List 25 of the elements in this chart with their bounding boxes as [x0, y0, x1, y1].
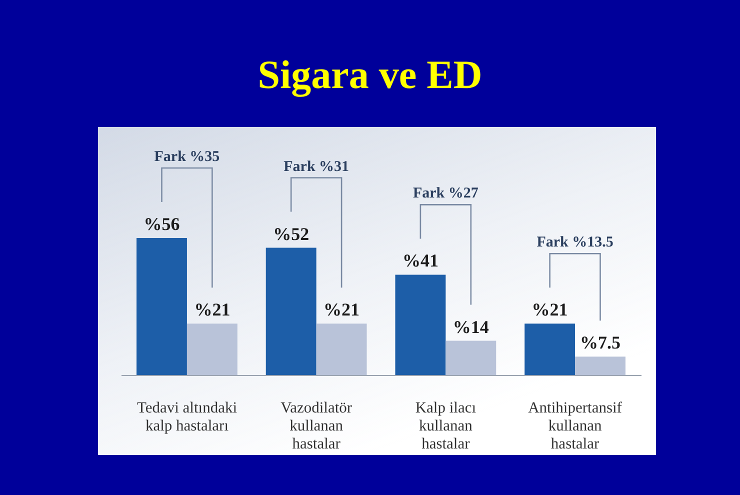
- x-tick-label: Kalp ilacı kullanan hastalar: [415, 400, 477, 452]
- x-tick-label: Vazodilatör kullanan hastalar: [280, 400, 353, 452]
- data-label: %7.5: [580, 332, 621, 353]
- data-label: %41: [402, 250, 438, 271]
- data-label: %52: [273, 224, 310, 244]
- bar: [524, 324, 576, 375]
- data-label: %56: [144, 214, 180, 234]
- text: Fark %31: [284, 158, 350, 175]
- chart-title: Sigara ve ED: [256, 52, 484, 98]
- bar: [136, 238, 187, 375]
- x-tick-label: Tedavi altındaki kalp hastaları: [136, 400, 238, 434]
- bar: [186, 324, 238, 375]
- text: Fark %27: [412, 186, 479, 202]
- bar: [446, 340, 496, 375]
- bar: [266, 248, 316, 375]
- bar: [316, 324, 367, 375]
- data-label: %21: [194, 300, 230, 320]
- x-tick-label: Antihipertansif kullanan hastalar: [528, 400, 623, 452]
- data-label: %14: [452, 316, 489, 337]
- data-label: %21: [532, 300, 568, 320]
- data-label: %21: [324, 300, 360, 320]
- bar: [575, 356, 626, 375]
- bar: [395, 274, 446, 375]
- annotation: Fark %13.5: [536, 234, 614, 251]
- text: Fark %35: [154, 149, 220, 165]
